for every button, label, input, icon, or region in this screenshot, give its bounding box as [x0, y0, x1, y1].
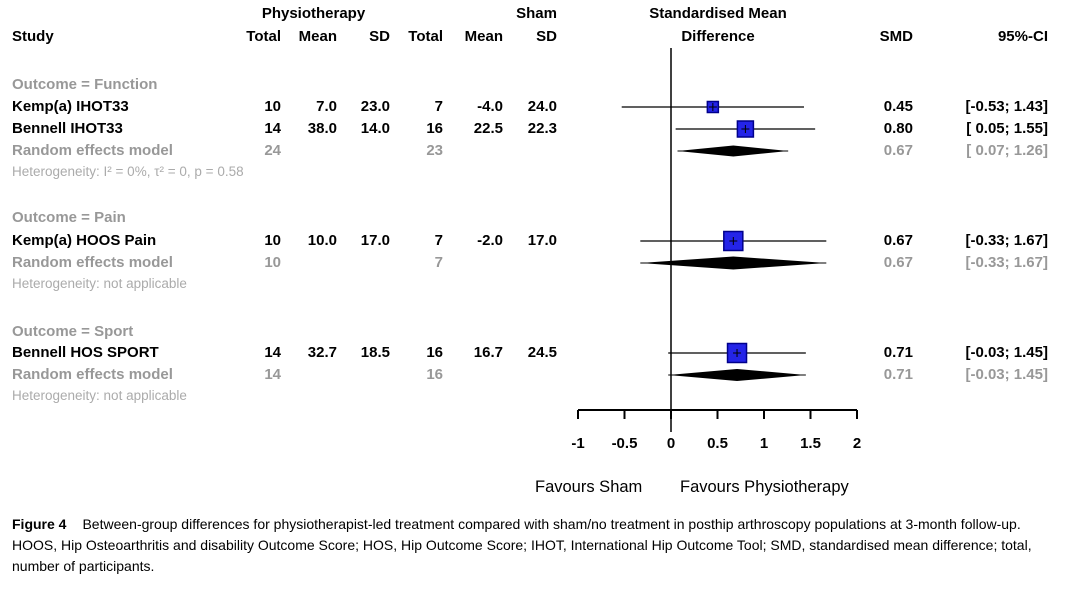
smd-value: 0.67 [883, 232, 913, 249]
sham-sd-value: 22.3 [527, 120, 557, 137]
x-axis-tick-label: 1.5 [800, 435, 821, 452]
pooled-ci-value: [-0.03; 1.45] [965, 366, 1048, 383]
ci-column-header: 95%-CI [997, 28, 1048, 45]
heterogeneity-note: Heterogeneity: not applicable [12, 276, 187, 291]
favours-physiotherapy-label: Favours Physiotherapy [680, 478, 849, 496]
physio-mean-value: 32.7 [307, 344, 337, 361]
sham-sd-value: 17.0 [527, 232, 557, 249]
smd-header-line1: Standardised Mean [649, 5, 787, 22]
smd-value: 0.71 [883, 344, 913, 361]
physio-total-value: 14 [264, 120, 281, 137]
pooled-physio-total: 24 [264, 142, 281, 159]
ci-value: [-0.53; 1.43] [965, 98, 1048, 115]
figure-caption-label: Figure 4 [12, 516, 67, 532]
ci-value: [-0.33; 1.67] [965, 232, 1048, 249]
study-label: Bennell IHOT33 [12, 120, 123, 137]
pooled-smd-value: 0.67 [883, 254, 913, 271]
sham-sd-value: 24.0 [527, 98, 557, 115]
pooled-ci-value: [-0.33; 1.67] [965, 254, 1048, 271]
sham-sd-column-header: SD [536, 28, 557, 45]
pooled-sham-total: 23 [426, 142, 443, 159]
heterogeneity-note: Heterogeneity: I² = 0%, τ² = 0, p = 0.58 [12, 164, 244, 179]
study-label: Kemp(a) IHOT33 [12, 98, 129, 115]
sham-total-column-header: Total [408, 28, 443, 45]
pooled-sham-total: 16 [426, 366, 443, 383]
point-estimate-cross [733, 349, 742, 357]
x-axis-tick-label: 0.5 [707, 435, 728, 452]
sham-total-value: 7 [434, 98, 443, 115]
x-axis-tick-label: 2 [853, 435, 861, 452]
study-column-header: Study [12, 28, 54, 45]
smd-column-header: SMD [879, 28, 913, 45]
sham-mean-value: -4.0 [477, 98, 503, 115]
physio-total-column-header: Total [246, 28, 281, 45]
point-estimate-cross [741, 125, 750, 133]
physio-total-value: 10 [264, 98, 281, 115]
physio-sd-value: 23.0 [360, 98, 390, 115]
pooled-physio-total: 10 [264, 254, 281, 271]
pooled-sham-total: 7 [434, 254, 443, 271]
smd-header-line2: Difference [681, 28, 755, 45]
smd-value: 0.80 [883, 120, 913, 137]
physio-total-value: 14 [264, 344, 281, 361]
smd-value: 0.45 [883, 98, 913, 115]
ci-value: [-0.03; 1.45] [965, 344, 1048, 361]
pooled-smd-value: 0.67 [883, 142, 913, 159]
x-axis-tick-label: -1 [571, 435, 584, 452]
physio-mean-value: 10.0 [307, 232, 337, 249]
sham-total-value: 16 [426, 344, 443, 361]
study-label: Kemp(a) HOOS Pain [12, 232, 157, 249]
physio-sd-value: 14.0 [360, 120, 390, 137]
physio-sd-column-header: SD [369, 28, 390, 45]
physio-mean-value: 7.0 [316, 98, 337, 115]
pooled-smd-value: 0.71 [883, 366, 913, 383]
physio-mean-column-header: Mean [298, 28, 337, 45]
pooled-label: Random effects model [12, 142, 173, 159]
sham-group-header: Sham [516, 5, 557, 22]
section-title-sport: Outcome = Sport [12, 323, 134, 340]
physiotherapy-group-header: Physiotherapy [261, 5, 366, 22]
point-estimate-cross [729, 237, 738, 245]
sham-total-value: 16 [426, 120, 443, 137]
sham-total-value: 7 [434, 232, 443, 249]
forest-plot-canvas: -1 -0.5 0 0.5 1 1.5 2 [571, 48, 861, 452]
pooled-effect-diamond [668, 369, 806, 381]
physio-sd-value: 18.5 [360, 344, 390, 361]
sham-mean-value: -2.0 [477, 232, 503, 249]
figure-caption-text: Between-group differences for physiother… [12, 516, 1032, 574]
sham-mean-column-header: Mean [464, 28, 503, 45]
physio-total-value: 10 [264, 232, 281, 249]
physio-mean-value: 38.0 [307, 120, 337, 137]
study-label: Bennell HOS SPORT [12, 344, 159, 361]
pooled-label: Random effects model [12, 254, 173, 271]
x-axis-tick-label: 0 [667, 435, 675, 452]
pooled-physio-total: 14 [264, 366, 281, 383]
point-estimate-cross [708, 103, 717, 111]
physio-sd-value: 17.0 [360, 232, 390, 249]
favours-sham-label: Favours Sham [535, 478, 643, 496]
ci-value: [ 0.05; 1.55] [966, 120, 1048, 137]
section-title-function: Outcome = Function [12, 76, 158, 93]
sham-mean-value: 16.7 [473, 344, 503, 361]
sham-sd-value: 24.5 [527, 344, 557, 361]
pooled-effect-diamond [677, 145, 789, 157]
heterogeneity-note: Heterogeneity: not applicable [12, 388, 187, 403]
figure-caption: Figure 4 Between-group differences for ph… [12, 514, 1048, 577]
pooled-label: Random effects model [12, 366, 173, 383]
x-axis-tick-label: -0.5 [612, 435, 638, 452]
pooled-ci-value: [ 0.07; 1.26] [966, 142, 1048, 159]
section-title-pain: Outcome = Pain [12, 209, 126, 226]
x-axis-tick-label: 1 [760, 435, 768, 452]
sham-mean-value: 22.5 [473, 120, 503, 137]
pooled-effect-diamond [640, 256, 827, 270]
